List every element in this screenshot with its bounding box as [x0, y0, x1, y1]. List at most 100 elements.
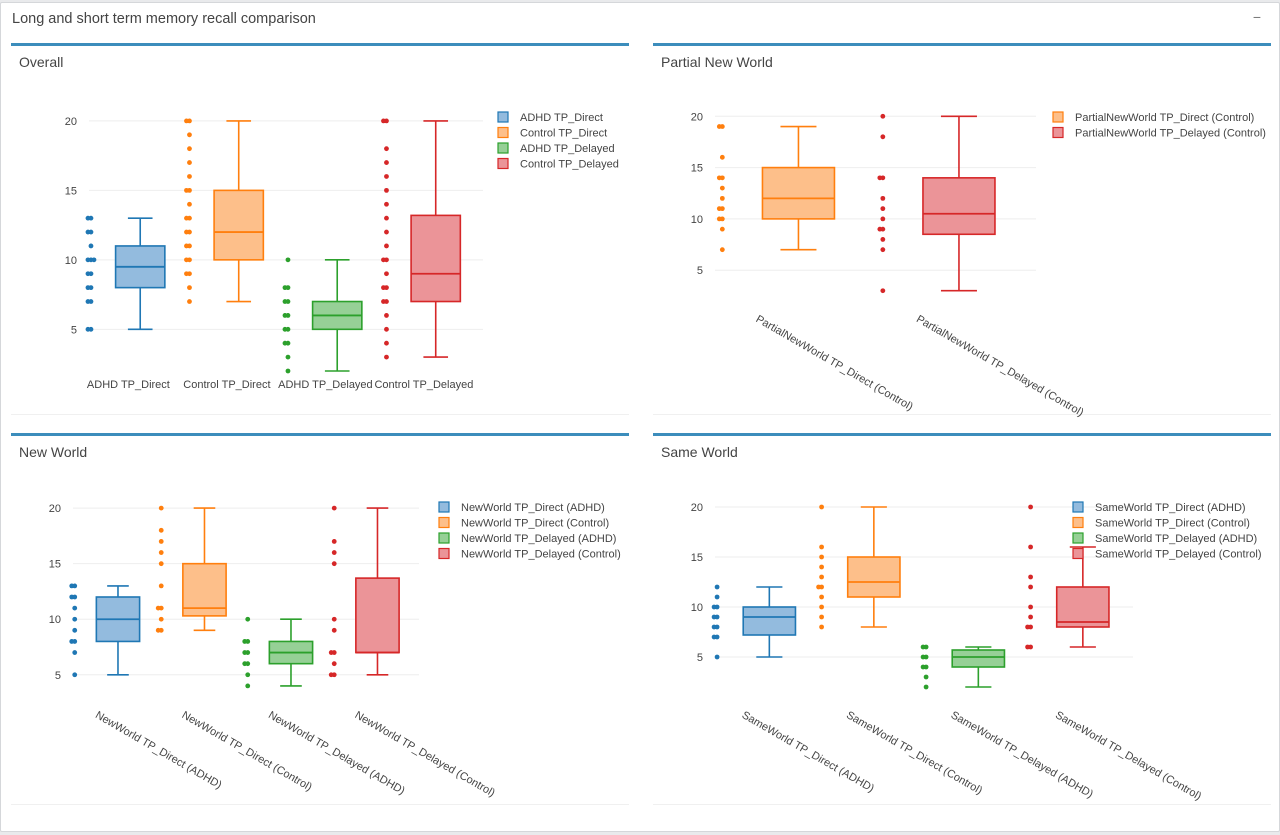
data-point[interactable] — [242, 650, 248, 655]
data-point[interactable] — [880, 113, 886, 119]
legend-item[interactable]: Control TP_Delayed — [497, 157, 619, 171]
box[interactable] — [213, 189, 265, 261]
legend-item[interactable]: SameWorld TP_Delayed (Control) — [1072, 547, 1262, 561]
data-point[interactable] — [331, 561, 337, 567]
data-point[interactable] — [880, 247, 886, 253]
data-point[interactable] — [880, 237, 886, 242]
data-point[interactable] — [187, 160, 192, 165]
legend-item[interactable]: SameWorld TP_Delayed (ADHD) — [1072, 532, 1257, 545]
data-point[interactable] — [245, 616, 251, 622]
data-point[interactable] — [819, 604, 824, 610]
box[interactable] — [355, 577, 400, 654]
data-point[interactable] — [282, 299, 288, 304]
box[interactable] — [922, 177, 996, 236]
data-point[interactable] — [880, 195, 886, 201]
box-series-2[interactable] — [920, 644, 1006, 690]
data-point[interactable] — [1028, 604, 1033, 610]
data-point[interactable] — [1025, 624, 1030, 630]
data-point[interactable] — [158, 616, 164, 622]
data-point[interactable] — [384, 187, 389, 193]
data-point[interactable] — [819, 594, 824, 600]
data-point[interactable] — [72, 627, 78, 633]
legend-item[interactable]: NewWorld TP_Delayed (ADHD) — [438, 532, 616, 545]
data-point[interactable] — [880, 288, 886, 294]
data-point[interactable] — [158, 539, 164, 544]
data-point[interactable] — [923, 684, 929, 690]
data-point[interactable] — [158, 583, 164, 589]
data-point[interactable] — [880, 216, 886, 222]
data-point[interactable] — [331, 661, 337, 667]
data-point[interactable] — [245, 683, 251, 689]
data-point[interactable] — [184, 118, 189, 124]
data-point[interactable] — [711, 604, 717, 610]
box[interactable] — [951, 649, 1006, 668]
data-point[interactable] — [714, 594, 720, 600]
data-point[interactable] — [72, 672, 78, 678]
data-point[interactable] — [158, 505, 164, 511]
legend-item[interactable]: NewWorld TP_Direct (ADHD) — [438, 501, 605, 514]
data-point[interactable] — [85, 326, 91, 332]
legend-item[interactable]: Control TP_Direct — [497, 126, 607, 140]
data-point[interactable] — [187, 299, 192, 304]
data-point[interactable] — [1028, 574, 1033, 580]
data-point[interactable] — [331, 505, 337, 511]
data-point[interactable] — [716, 124, 722, 129]
data-point[interactable] — [920, 654, 926, 660]
data-point[interactable] — [184, 187, 189, 193]
data-point[interactable] — [880, 134, 886, 140]
data-point[interactable] — [711, 624, 717, 630]
data-point[interactable] — [716, 206, 722, 212]
data-point[interactable] — [923, 674, 929, 680]
data-point[interactable] — [877, 226, 883, 232]
data-point[interactable] — [384, 201, 389, 207]
box-series-3[interactable] — [328, 505, 400, 678]
box[interactable] — [182, 562, 227, 617]
data-point[interactable] — [331, 616, 337, 622]
data-point[interactable] — [714, 584, 720, 590]
legend-item[interactable]: ADHD TP_Direct — [497, 111, 603, 124]
legend-item[interactable]: NewWorld TP_Delayed (Control) — [438, 547, 621, 561]
data-point[interactable] — [85, 271, 91, 277]
data-point[interactable] — [1028, 544, 1033, 550]
data-point[interactable] — [819, 554, 824, 560]
data-point[interactable] — [381, 118, 386, 124]
data-point[interactable] — [328, 672, 334, 678]
collapse-button[interactable]: − — [1252, 9, 1262, 25]
data-point[interactable] — [72, 616, 78, 622]
data-point[interactable] — [158, 550, 164, 555]
data-point[interactable] — [819, 504, 824, 510]
legend-item[interactable]: SameWorld TP_Direct (ADHD) — [1072, 501, 1246, 514]
box[interactable] — [410, 214, 462, 303]
box-series-3[interactable] — [1025, 504, 1110, 650]
data-point[interactable] — [282, 285, 288, 291]
data-point[interactable] — [187, 132, 192, 138]
box-series-1[interactable] — [155, 505, 227, 633]
data-point[interactable] — [245, 672, 251, 678]
data-point[interactable] — [69, 639, 75, 644]
data-point[interactable] — [381, 285, 386, 291]
box-series-3[interactable] — [381, 118, 462, 360]
box[interactable] — [742, 606, 797, 636]
data-point[interactable] — [384, 313, 389, 318]
data-point[interactable] — [184, 257, 189, 263]
data-point[interactable] — [72, 650, 78, 655]
data-point[interactable] — [719, 154, 725, 160]
data-point[interactable] — [877, 175, 883, 181]
data-point[interactable] — [85, 229, 91, 235]
data-point[interactable] — [282, 326, 288, 332]
box-series-1[interactable] — [184, 118, 265, 304]
legend-item[interactable]: PartialNewWorld TP_Delayed (Control) — [1052, 126, 1266, 140]
data-point[interactable] — [819, 544, 824, 550]
box-series-0[interactable] — [69, 583, 141, 678]
data-point[interactable] — [719, 247, 725, 253]
data-point[interactable] — [242, 661, 248, 667]
data-point[interactable] — [719, 185, 725, 191]
data-point[interactable] — [187, 146, 192, 152]
data-point[interactable] — [384, 146, 389, 152]
data-point[interactable] — [85, 257, 91, 263]
data-point[interactable] — [285, 354, 291, 360]
data-point[interactable] — [88, 243, 94, 249]
data-point[interactable] — [158, 527, 164, 533]
data-point[interactable] — [719, 226, 725, 232]
data-point[interactable] — [716, 216, 722, 222]
